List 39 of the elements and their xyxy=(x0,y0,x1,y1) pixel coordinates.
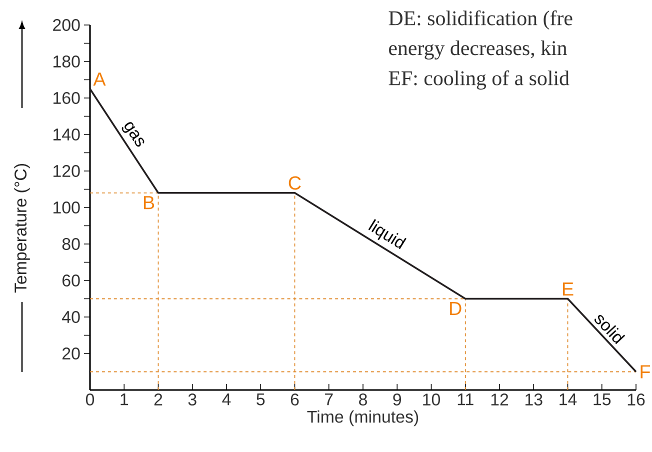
x-axis-title: Time (minutes) xyxy=(307,410,418,426)
data-label: D xyxy=(450,302,462,315)
y-tick-label: 100 xyxy=(54,202,80,214)
x-tick-label: 16 xyxy=(628,394,645,406)
annotation: energy decreases, kin xyxy=(389,40,567,60)
data-label: C xyxy=(288,176,301,190)
data-label: A xyxy=(93,72,106,86)
y-tick-label: 180 xyxy=(54,56,80,68)
x-tick-label: 2 xyxy=(154,394,162,406)
y-tick-label: 140 xyxy=(54,128,80,140)
y-tick-label: 200 xyxy=(53,19,80,31)
y-tick-label: 160 xyxy=(54,92,80,104)
x-tick-label: 1 xyxy=(120,394,128,406)
data-label: E xyxy=(562,282,574,296)
x-tick-label: 0 xyxy=(86,394,94,406)
x-tick-label: 9 xyxy=(393,394,402,406)
x-tick-label: 13 xyxy=(526,394,542,406)
y-tick-label: 80 xyxy=(62,238,80,250)
annotation: DE: solidification (fre xyxy=(388,10,572,30)
y-tick-label: 20 xyxy=(62,348,80,360)
x-tick-label: 3 xyxy=(188,394,196,406)
x-tick-label: 10 xyxy=(423,394,440,406)
y-tick-label: 120 xyxy=(54,165,80,177)
x-tick-label: 8 xyxy=(359,394,367,406)
data-label: F xyxy=(640,365,650,378)
y-tick-label: 40 xyxy=(62,311,80,323)
x-tick-label: 4 xyxy=(222,394,231,406)
x-tick-label: 11 xyxy=(458,394,474,406)
x-tick-label: 15 xyxy=(594,394,611,406)
data-label: B xyxy=(144,196,154,210)
y-tick-label: 60 xyxy=(62,274,80,286)
x-tick-label: 12 xyxy=(491,394,508,406)
x-tick-label: 5 xyxy=(256,394,265,406)
y-axis-title: Temperature (°C) xyxy=(14,164,30,293)
annotation: EF: cooling of a solid xyxy=(388,70,570,90)
x-tick-label: 6 xyxy=(290,394,299,406)
x-tick-label: 7 xyxy=(325,394,333,406)
annotation: gas xyxy=(122,122,144,147)
x-tick-label: 14 xyxy=(560,394,577,406)
